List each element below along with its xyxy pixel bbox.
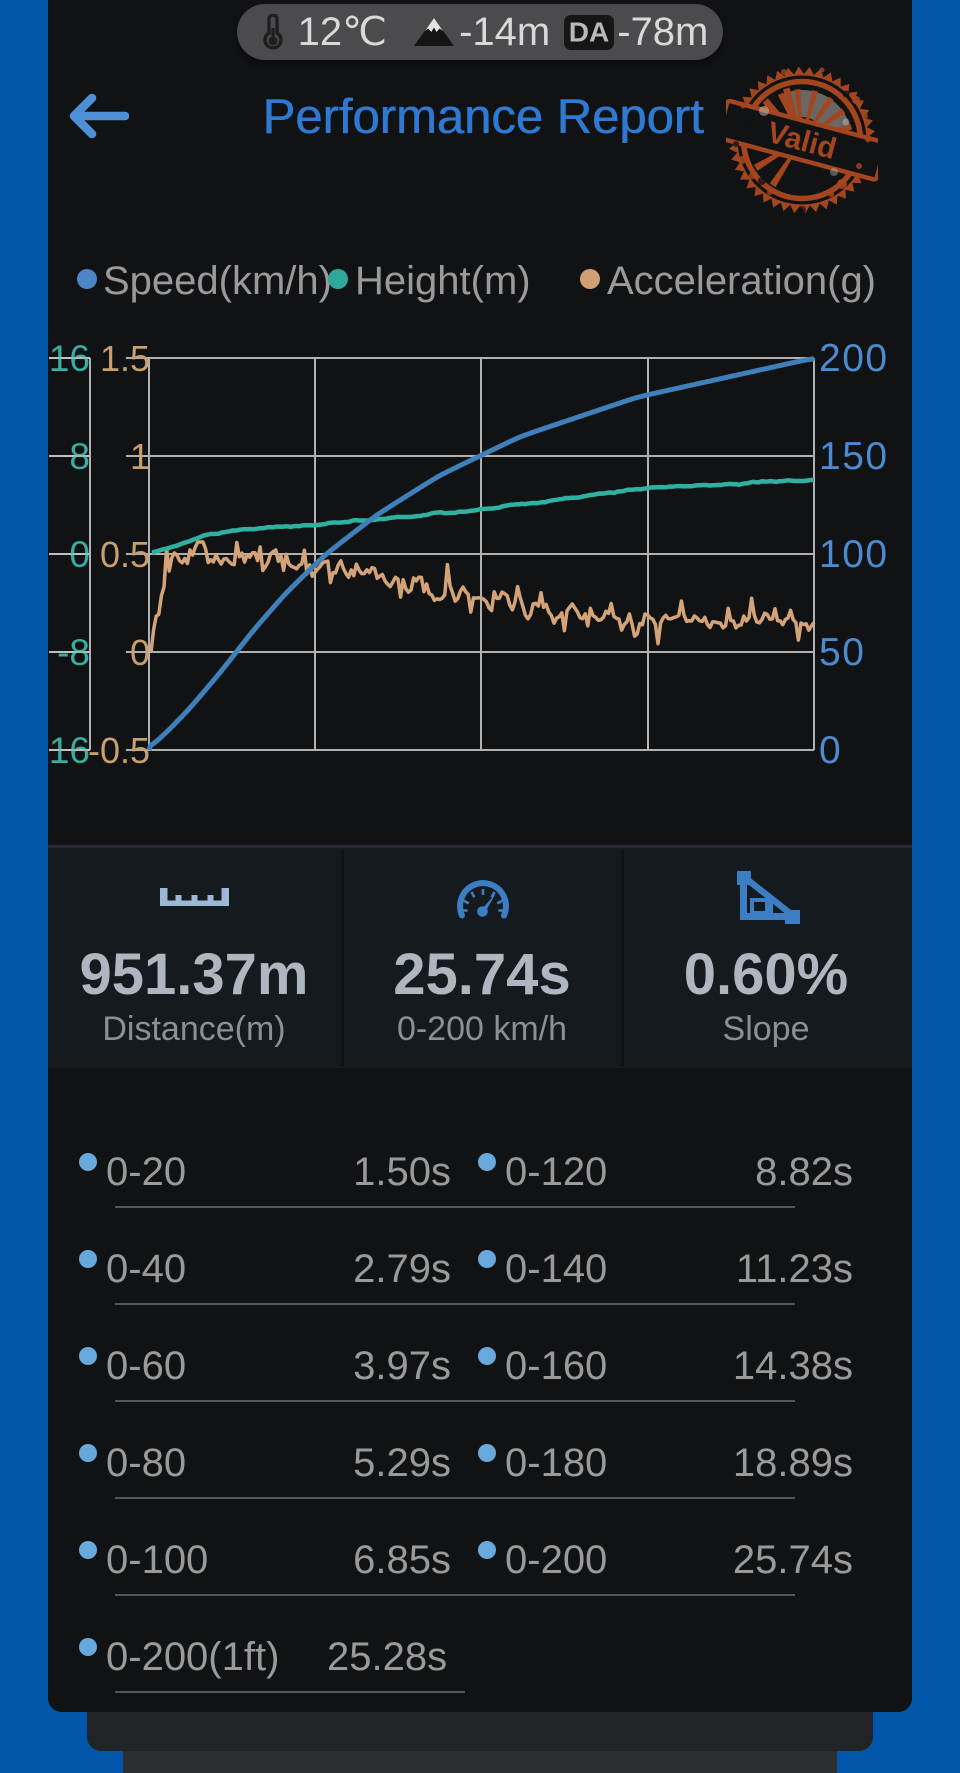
svg-text:50: 50 xyxy=(819,631,865,674)
svg-text:100: 100 xyxy=(819,533,889,576)
svg-text:0: 0 xyxy=(819,729,842,772)
svg-text:150: 150 xyxy=(819,435,889,478)
svg-text:1.5: 1.5 xyxy=(100,338,150,379)
svg-text:200: 200 xyxy=(819,337,889,380)
svg-text:-0.5: -0.5 xyxy=(88,730,150,771)
svg-text:DA: DA xyxy=(569,16,609,47)
svg-text:0.5: 0.5 xyxy=(100,534,150,575)
svg-text:0: 0 xyxy=(130,632,150,673)
svg-text:1: 1 xyxy=(130,436,150,477)
